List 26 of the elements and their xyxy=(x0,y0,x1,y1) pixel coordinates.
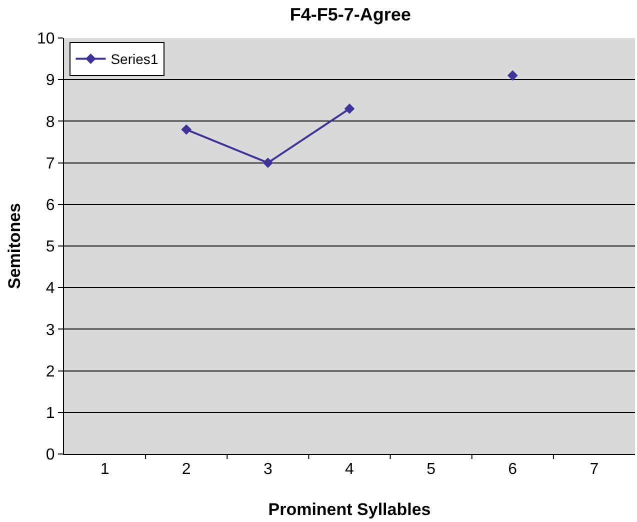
y-tick-label: 4 xyxy=(46,280,55,298)
y-tick-label: 6 xyxy=(46,197,55,214)
point xyxy=(181,124,192,135)
point xyxy=(507,70,518,81)
y-tick-label: 5 xyxy=(46,238,55,256)
y-axis-title: Semitones xyxy=(5,203,24,289)
y-tick-label: 10 xyxy=(37,30,55,48)
y-tick-label: 2 xyxy=(46,363,55,380)
x-tick-label: 2 xyxy=(182,461,191,478)
x-tick-label: 1 xyxy=(100,461,110,478)
chart-title: F4-F5-7-Agree xyxy=(290,4,411,24)
y-tick-label: 9 xyxy=(46,72,55,90)
y-tick-label: 0 xyxy=(46,446,55,464)
x-tick-label: 4 xyxy=(345,461,354,478)
legend-label: Series1 xyxy=(110,51,158,68)
y-tick-label: 3 xyxy=(46,322,55,339)
y-tick-label: 7 xyxy=(46,155,55,172)
x-tick-label: 6 xyxy=(508,461,518,478)
y-tick-label: 8 xyxy=(46,114,55,131)
x-axis-title: Prominent Syllables xyxy=(268,500,431,519)
point xyxy=(344,104,355,114)
point xyxy=(262,158,274,168)
x-tick-label: 3 xyxy=(263,461,272,478)
x-tick-label: 5 xyxy=(426,461,436,478)
y-tick-label: 1 xyxy=(46,405,55,422)
x-tick-label: 7 xyxy=(590,461,599,478)
